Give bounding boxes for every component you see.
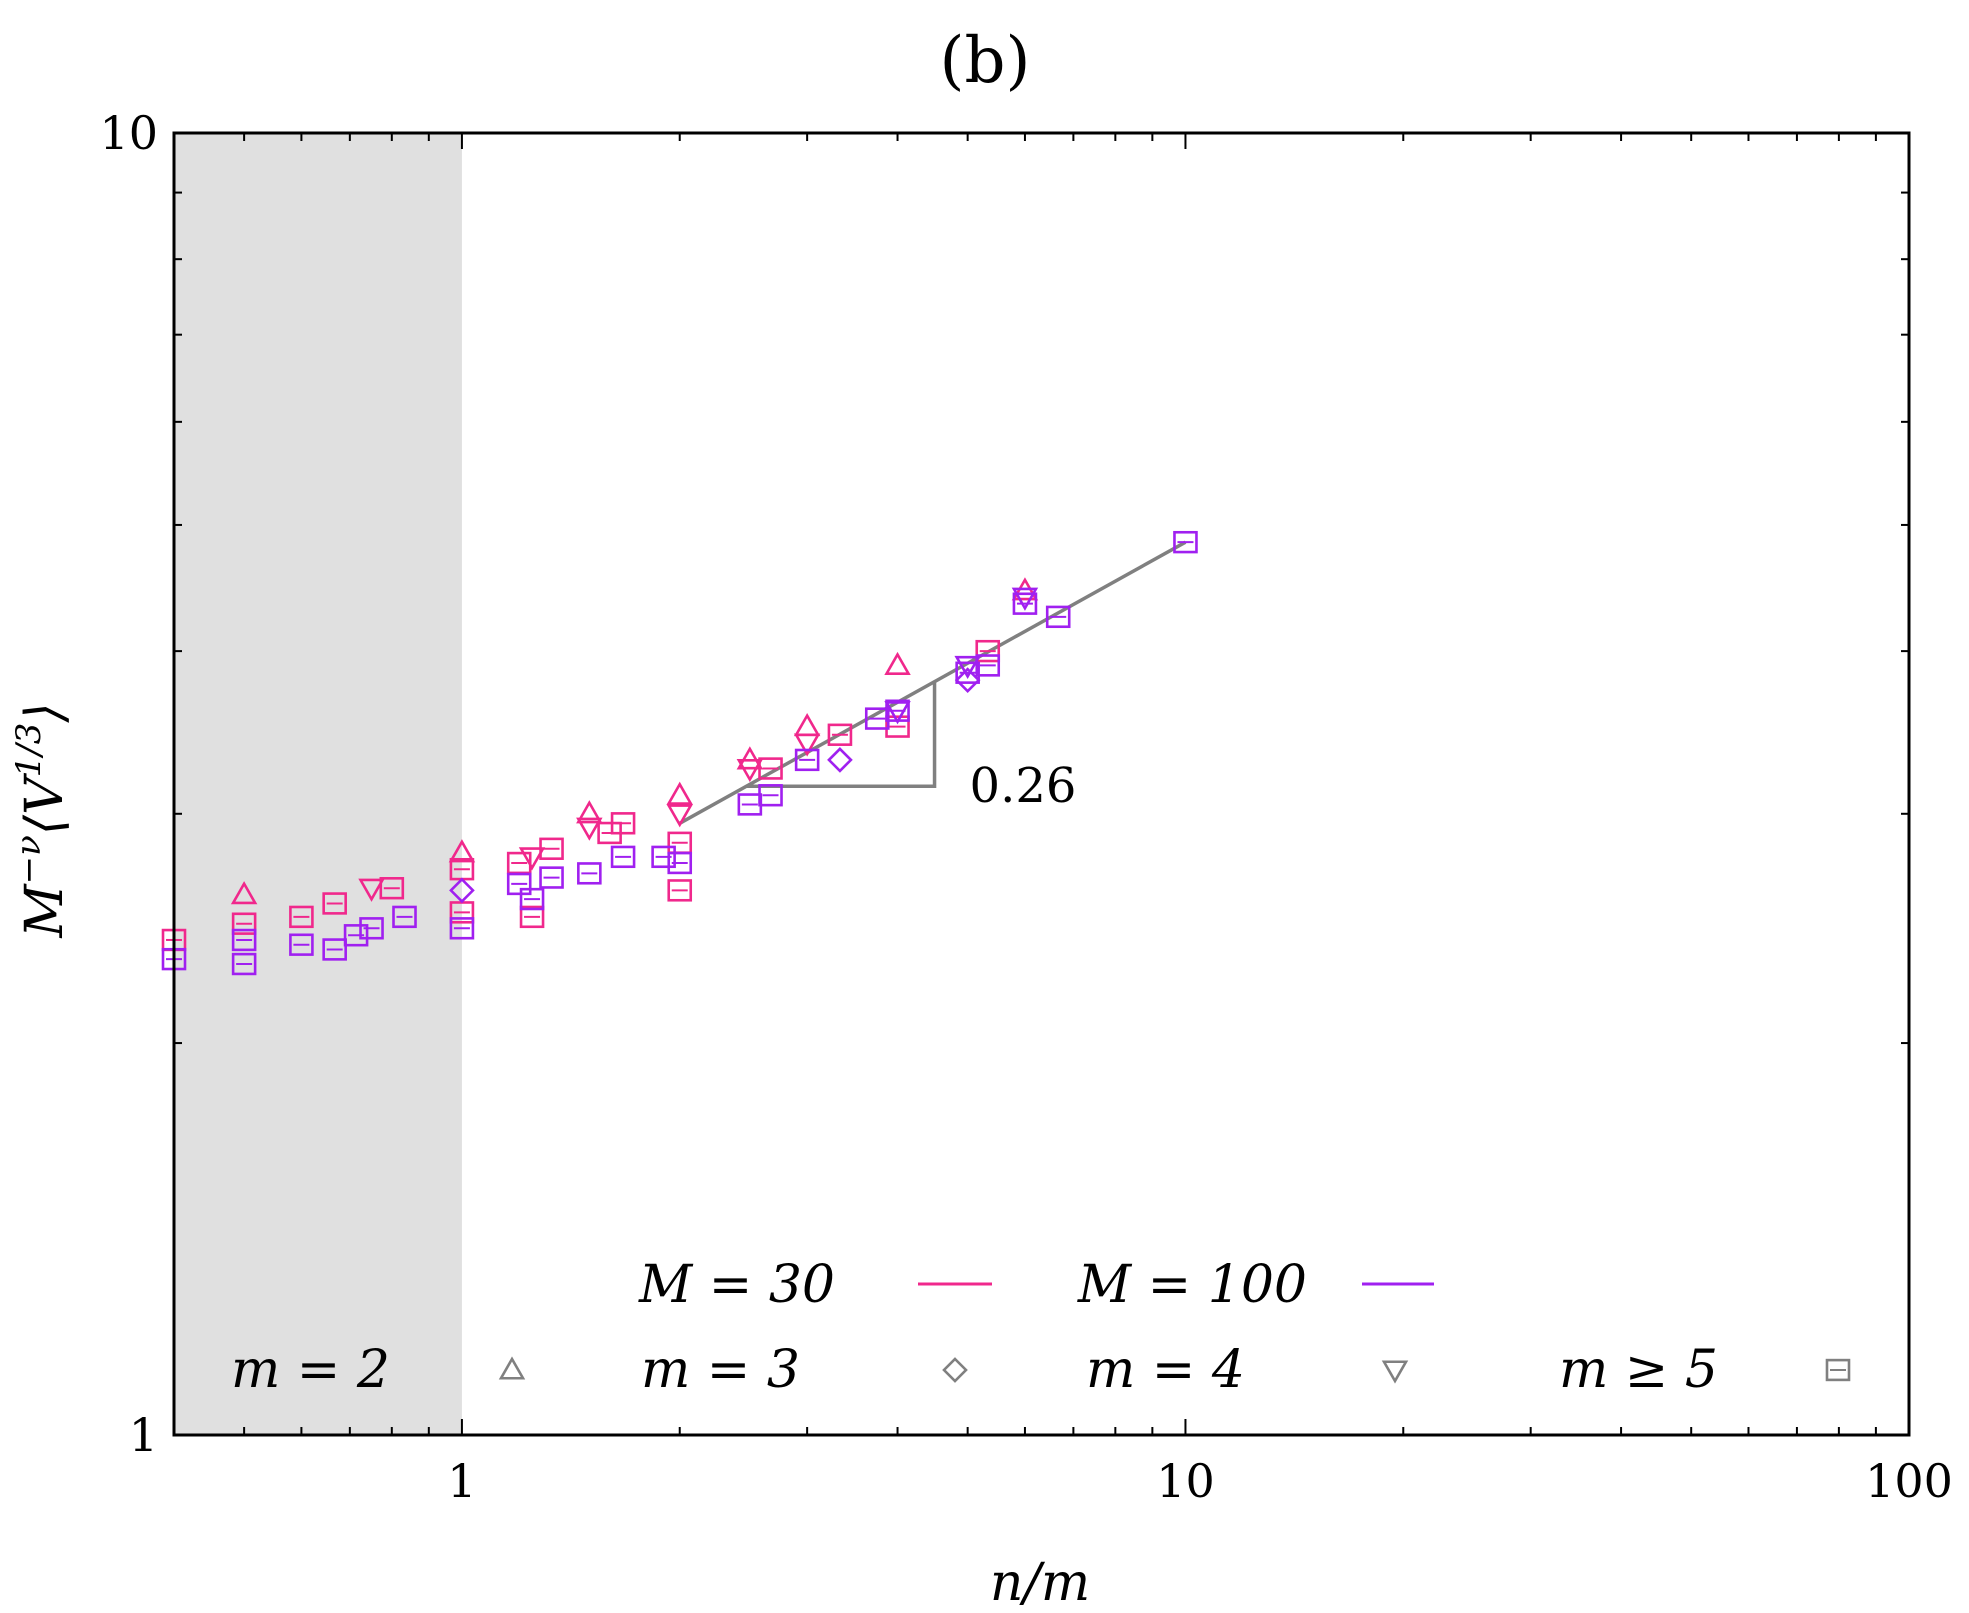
data-point-triangle-down xyxy=(954,655,981,680)
data-point-square xyxy=(289,933,314,956)
data-point-square xyxy=(758,757,783,780)
data-point-square xyxy=(885,715,910,738)
data-point-square xyxy=(885,699,910,722)
data-point-square xyxy=(1012,592,1038,615)
tick-labels: 1 10 100 1 10 xyxy=(99,106,1952,1508)
data-point-square xyxy=(577,862,602,885)
legend-marker-4 xyxy=(1381,1360,1409,1384)
data-point-triangle-up xyxy=(666,781,693,805)
data-point-triangle-down xyxy=(358,878,385,902)
data-point-diamond xyxy=(449,877,475,904)
legend: M = 30 M = 100 m = 2 m = 3 m = 4 m ≥ 5 xyxy=(231,1255,1851,1400)
slope-label: 0.26 xyxy=(970,758,1077,814)
fit-line xyxy=(678,540,1187,825)
y-axis-label: M−ν⟨V1/3⟩ xyxy=(9,702,75,938)
data-point-square xyxy=(343,924,369,947)
y-label-exp: −ν xyxy=(9,835,49,884)
data-point-square xyxy=(359,917,384,940)
data-point-square xyxy=(794,748,820,772)
slope-triangle xyxy=(746,681,937,788)
data-point-triangle-down xyxy=(793,733,821,757)
data-point-triangle-up xyxy=(448,839,476,863)
legend-marker-triangle-up xyxy=(498,1356,526,1380)
legend-label-m100: M = 100 xyxy=(1077,1255,1307,1315)
data-point-square xyxy=(651,845,676,869)
data-point-triangle-down xyxy=(884,701,911,725)
data-point-square xyxy=(539,837,564,860)
panel-label: (b) xyxy=(940,24,1031,98)
legend-marker-square xyxy=(1825,1358,1851,1382)
legend-marker-2 xyxy=(498,1356,526,1380)
data-point-square xyxy=(322,938,347,961)
data-point-square xyxy=(289,905,314,929)
data-point-triangle-down xyxy=(576,817,603,841)
legend-marker-5 xyxy=(1825,1358,1851,1382)
fit-line-group xyxy=(678,540,1187,825)
legend-label-m3: m = 3 xyxy=(641,1340,800,1400)
data-point-square xyxy=(379,877,405,900)
y-label-open: ⟨V xyxy=(15,773,75,835)
x-tick-label: 1 xyxy=(447,1454,476,1508)
legend-label-m2: m = 2 xyxy=(231,1340,390,1400)
data-point-triangle-up xyxy=(884,651,911,675)
data-point-square xyxy=(506,872,532,896)
data-point-triangle-up xyxy=(230,881,258,905)
legend-marker-3 xyxy=(942,1357,968,1383)
data-point-square xyxy=(610,845,636,869)
legend-marker-diamond xyxy=(942,1357,968,1383)
data-point-square xyxy=(231,952,257,976)
data-point-square xyxy=(758,784,783,807)
data-point-square xyxy=(864,707,890,730)
data-point-square xyxy=(231,912,257,935)
data-point-square xyxy=(955,661,980,684)
y-tick-label: 1 xyxy=(129,1408,158,1462)
data-point-diamond xyxy=(827,747,853,773)
legend-label-m30: M = 30 xyxy=(638,1255,835,1315)
series-m100 xyxy=(161,530,1198,976)
data-point-square xyxy=(519,887,545,911)
data-point-square xyxy=(1173,530,1198,554)
data-point-triangle-up xyxy=(736,746,764,770)
data-point-triangle-up xyxy=(793,713,821,737)
data-point-triangle-down xyxy=(666,804,693,828)
legend-marker-triangle-down xyxy=(1381,1360,1409,1384)
x-tick-label: 10 xyxy=(1156,1454,1215,1508)
data-point-square xyxy=(975,639,1001,663)
legend-markers xyxy=(498,1356,1851,1384)
y-label-close: ⟩ xyxy=(15,702,75,723)
data-point-square xyxy=(231,928,257,952)
data-point-square xyxy=(667,879,693,902)
data-point-square xyxy=(1045,605,1071,629)
x-axis-label: n/m xyxy=(990,1553,1090,1613)
series-m30 xyxy=(161,577,1039,952)
legend-label-m5: m ≥ 5 xyxy=(1559,1340,1718,1400)
data-point-triangle-down xyxy=(1011,587,1039,611)
data-point-square xyxy=(392,905,417,929)
plot-frame xyxy=(172,131,1911,1437)
y-tick-label: 10 xyxy=(99,106,158,160)
data-point-square xyxy=(827,723,853,746)
data-point-triangle-down xyxy=(518,847,546,871)
data-point-square xyxy=(519,905,545,929)
y-axis-label-group: M−ν⟨V1/3⟩ xyxy=(9,702,75,938)
data-point-square xyxy=(539,866,564,889)
data-point-square xyxy=(975,654,1001,677)
data-points xyxy=(161,530,1198,976)
y-label-inner-exp: 1/3 xyxy=(9,723,49,778)
legend-label-m4: m = 4 xyxy=(1086,1340,1245,1400)
data-point-diamond xyxy=(954,667,981,693)
data-point-square xyxy=(667,851,693,875)
data-point-triangle-up xyxy=(576,800,603,824)
shaded-region xyxy=(174,133,462,1435)
x-tick-label: 100 xyxy=(1865,1454,1953,1508)
data-point-triangle-down xyxy=(736,758,764,783)
data-point-square xyxy=(322,892,347,915)
data-point-square xyxy=(610,812,636,835)
data-point-square xyxy=(449,917,475,940)
y-label-base: M xyxy=(15,883,75,939)
